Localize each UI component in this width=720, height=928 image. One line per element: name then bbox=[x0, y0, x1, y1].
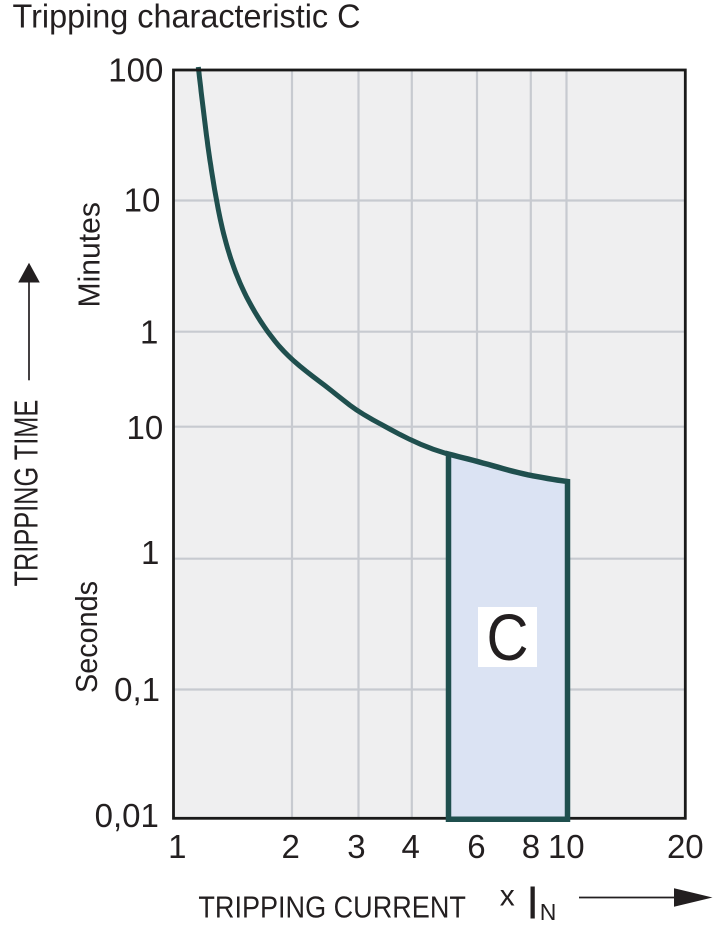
svg-text:6: 6 bbox=[467, 828, 485, 865]
svg-text:TRIPPING TIME: TRIPPING TIME bbox=[7, 400, 44, 587]
svg-text:0,01: 0,01 bbox=[95, 797, 159, 834]
svg-text:1: 1 bbox=[141, 534, 159, 571]
svg-text:2: 2 bbox=[282, 828, 300, 865]
svg-text:10: 10 bbox=[126, 409, 163, 446]
svg-text:4: 4 bbox=[402, 828, 420, 865]
svg-text:8: 8 bbox=[522, 828, 540, 865]
svg-text:TRIPPING CURRENT: TRIPPING CURRENT bbox=[198, 890, 466, 925]
svg-text:10: 10 bbox=[548, 828, 585, 865]
svg-text:0,1: 0,1 bbox=[114, 671, 160, 708]
svg-text:1: 1 bbox=[140, 314, 158, 351]
svg-text:3: 3 bbox=[347, 828, 365, 865]
svg-text:N: N bbox=[540, 899, 557, 925]
svg-text:Minutes: Minutes bbox=[71, 202, 106, 308]
svg-text:1: 1 bbox=[168, 828, 186, 865]
svg-text:C: C bbox=[487, 600, 529, 674]
svg-text:100: 100 bbox=[108, 52, 163, 89]
svg-text:Seconds: Seconds bbox=[70, 581, 104, 693]
svg-text:x: x bbox=[500, 880, 515, 913]
svg-text:I: I bbox=[526, 877, 539, 928]
svg-text:20: 20 bbox=[667, 828, 704, 865]
svg-text:Tripping characteristic C: Tripping characteristic C bbox=[13, 0, 361, 35]
svg-text:10: 10 bbox=[124, 182, 161, 219]
